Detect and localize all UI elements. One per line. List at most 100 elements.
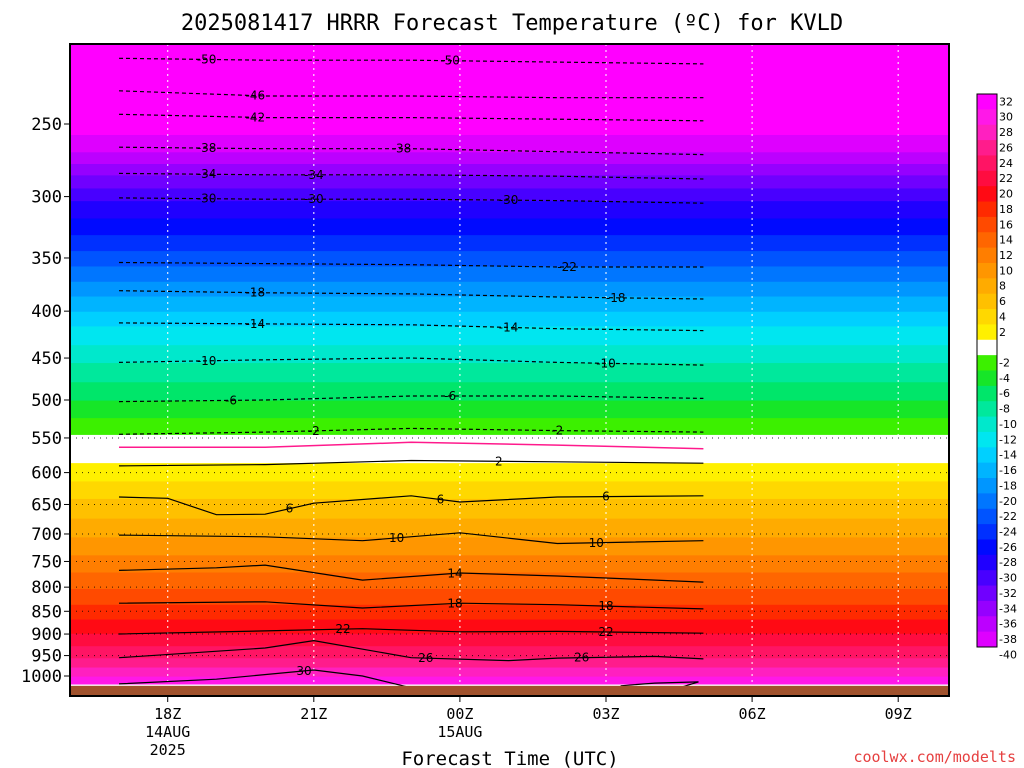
contour-label: 18 <box>598 599 613 613</box>
horizontal-grid <box>70 437 949 657</box>
contour-label: -38 <box>392 142 412 156</box>
contour-line <box>119 441 704 450</box>
y-tick-label: 350 <box>31 249 62 269</box>
colorbar-tick-label: 32 <box>999 95 1013 108</box>
colorbar-tick-label: -26 <box>999 541 1017 554</box>
contour-label: -18 <box>606 291 626 305</box>
colorbar-swatch <box>977 478 997 494</box>
colorbar-tick-label: 16 <box>999 218 1013 231</box>
colorbar-swatch <box>977 585 997 602</box>
colorbar-tick-label: -28 <box>999 556 1017 569</box>
contour-label: -18 <box>246 286 266 300</box>
colorbar-swatch <box>977 201 997 218</box>
colorbar-frame <box>976 93 998 648</box>
x-tick-label: 21Z <box>300 705 327 723</box>
y-tick-label: 600 <box>31 464 62 484</box>
plot-frame <box>69 43 950 697</box>
contour-label: 6 <box>286 502 294 516</box>
colorbar-tick-label: 12 <box>999 249 1013 262</box>
credit-text: coolwx.com/modelts <box>853 748 1016 766</box>
contour-label: -30 <box>304 192 324 206</box>
y-tick-label: 1000 <box>21 667 62 687</box>
contour-label: -6 <box>225 393 237 407</box>
contour-label: -2 <box>551 424 563 438</box>
color-band <box>70 234 949 252</box>
y-tick-label: 400 <box>31 302 62 322</box>
colorbar-tick-label: 14 <box>999 234 1013 247</box>
colorbar-tick-label: 8 <box>999 280 1006 293</box>
color-band <box>70 381 949 401</box>
color-band <box>70 281 949 297</box>
colorbar-swatch <box>977 324 997 341</box>
x-tick-label: 06Z <box>739 705 766 723</box>
x-tick-label: 09Z <box>885 705 912 723</box>
colorbar-swatch <box>977 416 997 433</box>
colorbar-swatch <box>977 278 997 295</box>
contour-label: -34 <box>304 168 324 182</box>
color-band <box>70 151 949 164</box>
chart-title: 2025081417 HRRR Forecast Temperature (ºC… <box>181 11 843 36</box>
contour-line <box>118 532 704 545</box>
x-axis-label: Forecast Time (UTC) <box>401 748 618 768</box>
color-band <box>70 325 949 346</box>
y-tick-label: 300 <box>31 188 62 208</box>
contour-label: -42 <box>246 110 266 124</box>
contour-label: -22 <box>557 260 577 274</box>
color-band <box>70 362 949 383</box>
contour-label: 2 <box>495 454 503 468</box>
y-tick-label: 650 <box>31 495 62 515</box>
color-band <box>70 571 949 589</box>
colorbar-swatch <box>977 539 997 556</box>
color-band <box>70 676 949 685</box>
color-band <box>70 174 949 189</box>
contour-label: -10 <box>596 356 616 370</box>
colorbar-swatch <box>977 462 997 479</box>
colorbar-swatch <box>977 554 997 571</box>
contour-line <box>118 495 704 516</box>
contour-line <box>118 669 412 689</box>
colorbar-tick-label: 2 <box>999 326 1006 339</box>
colorbar: 32 30 28 26 24 22 20 18 16 14 12 10 8 6 4 2 -2 -4 -6 -8 -10 -… <box>976 93 1017 661</box>
x-tick-label: 03Z <box>592 705 619 723</box>
contour-label: -34 <box>197 167 217 181</box>
colorbar-swatch <box>977 493 997 510</box>
colorbar-tick-label: -2 <box>999 357 1010 370</box>
color-band <box>70 518 949 538</box>
colorbar-swatch <box>977 155 997 172</box>
color-band <box>70 295 949 312</box>
colorbar-tick-label: 28 <box>999 126 1013 139</box>
color-band <box>70 187 949 202</box>
colorbar-swatch <box>977 293 997 310</box>
y-tick-label: 750 <box>31 552 62 572</box>
colorbar-swatch <box>977 140 997 156</box>
contour-line <box>620 681 699 689</box>
y-tick-label: 950 <box>31 647 62 667</box>
colorbar-tick-label: -18 <box>999 479 1017 492</box>
y-tick-label: 500 <box>31 391 62 411</box>
contour-label: 14 <box>447 566 462 580</box>
colorbar-swatch <box>977 508 997 525</box>
contour-label: -50 <box>440 54 460 68</box>
contour-label: -30 <box>197 192 217 206</box>
colorbar-swatch <box>977 600 997 617</box>
contour-label: -30 <box>499 193 519 207</box>
vertical-grid <box>167 44 899 696</box>
color-band <box>70 554 949 573</box>
colorbar-swatch <box>977 186 997 203</box>
color-band <box>70 657 949 668</box>
colorbar-tick-label: 4 <box>999 310 1006 323</box>
contour-label: -10 <box>197 354 217 368</box>
colorbar-tick-label: -10 <box>999 418 1017 431</box>
colorbar-swatch <box>977 232 997 249</box>
color-bands <box>70 44 949 685</box>
color-band <box>70 417 949 435</box>
contour-label: 22 <box>598 625 613 639</box>
y-axis: 250 300 350 400 450 500 550 600 650 700 750 800 850 9… <box>21 115 70 687</box>
y-tick-label: 550 <box>31 429 62 449</box>
color-band <box>70 200 949 219</box>
contour-label: -38 <box>197 141 217 155</box>
x-tick-label: 18Z <box>154 705 181 723</box>
contour-line <box>118 639 704 662</box>
contour-line <box>118 628 704 635</box>
